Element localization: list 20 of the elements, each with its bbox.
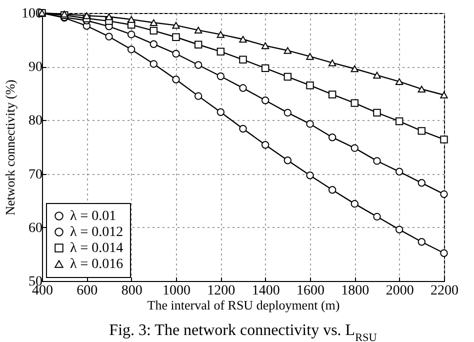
x-tick-label: 2000 bbox=[386, 284, 414, 298]
y-axis-title: Network connectivity (%) bbox=[2, 80, 18, 216]
y-tick-label: 90 bbox=[28, 60, 42, 76]
x-tick-label: 600 bbox=[76, 284, 98, 298]
x-tick-label: 1600 bbox=[296, 284, 324, 298]
y-tick-label: 70 bbox=[28, 167, 42, 182]
legend-label: λ = 0.01 bbox=[70, 209, 116, 224]
y-tick-label: 60 bbox=[28, 220, 42, 236]
y-tick-label: 80 bbox=[28, 114, 42, 129]
x-tick-label: 1000 bbox=[162, 284, 190, 298]
x-tick-label: 1800 bbox=[341, 284, 370, 298]
caption: Fig. 3: The network connectivity vs. L$_{RSU}$ bbox=[109, 322, 377, 342]
legend-label: λ = 0.012 bbox=[70, 225, 124, 240]
x-tick-label: 1400 bbox=[252, 284, 280, 298]
legend-label: λ = 0.014 bbox=[70, 241, 124, 256]
x-tick-label: 1200 bbox=[207, 284, 236, 298]
x-tick-label: 2200 bbox=[430, 284, 458, 298]
x-axis-title: The interval of RSU deployment (m) bbox=[147, 298, 340, 312]
legend-label: λ = 0.016 bbox=[70, 257, 124, 272]
x-tick-label: 800 bbox=[121, 284, 142, 298]
